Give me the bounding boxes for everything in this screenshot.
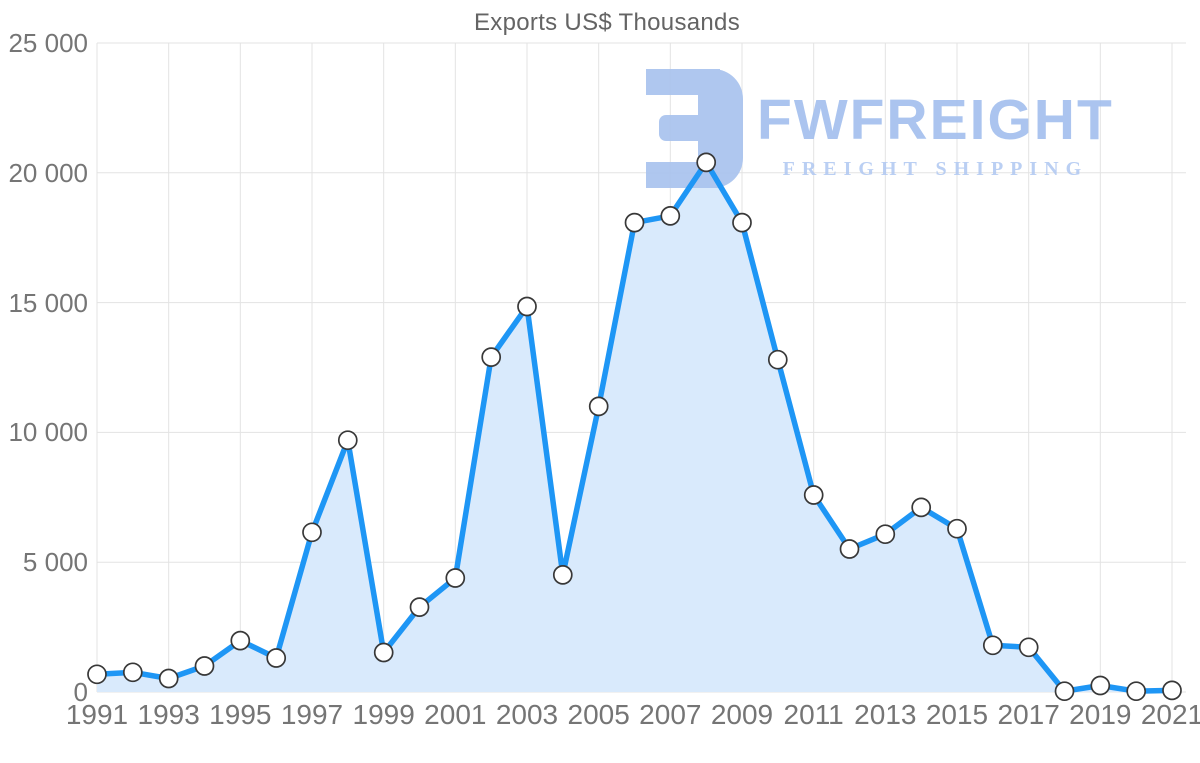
x-tick-label-2009: 2009 [710, 699, 774, 730]
data-point-1995[interactable] [230, 630, 251, 651]
data-point-2004[interactable] [552, 565, 573, 585]
y-tick-label-15000: 15 000 [8, 287, 88, 318]
data-point-1991[interactable] [87, 664, 107, 685]
data-point-2009[interactable] [732, 212, 752, 233]
y-tick-label-5000: 5 000 [22, 547, 88, 578]
data-point-2006[interactable] [624, 212, 645, 233]
data-point-1994[interactable] [194, 656, 215, 676]
x-tick-label-2007: 2007 [639, 699, 702, 730]
x-tick-label-2015: 2015 [925, 699, 989, 730]
x-tick-label-2003: 2003 [495, 699, 559, 730]
data-point-2019[interactable] [1090, 675, 1111, 696]
data-point-1998[interactable] [337, 430, 358, 451]
fwfreight-logo-icon [646, 69, 743, 188]
data-point-2002[interactable] [481, 347, 502, 367]
watermark-tagline: FREIGHT SHIPPING [782, 158, 1089, 180]
data-point-2011[interactable] [803, 485, 824, 505]
data-point-2013[interactable] [875, 524, 896, 545]
y-tick-label-10000: 10 000 [8, 417, 88, 448]
data-point-2007[interactable] [660, 206, 681, 226]
data-point-2014[interactable] [911, 497, 932, 518]
x-tick-label-1995: 1995 [209, 699, 272, 730]
watermark-text: FWFREIGHT FREIGHT SHIPPING [757, 92, 1114, 181]
x-tick-label-2001: 2001 [424, 699, 487, 730]
chart-title: Exports US$ Thousands [474, 9, 740, 36]
data-point-1996[interactable] [266, 648, 287, 668]
data-point-1999[interactable] [373, 642, 394, 663]
data-point-2020[interactable] [1126, 681, 1147, 702]
data-point-2015[interactable] [947, 518, 967, 539]
data-point-2008[interactable] [696, 152, 717, 173]
data-point-1997[interactable] [302, 522, 322, 543]
data-point-2003[interactable] [517, 296, 537, 317]
data-point-2017[interactable] [1018, 637, 1039, 658]
data-point-1993[interactable] [158, 668, 179, 689]
data-point-2001[interactable] [445, 568, 466, 588]
data-point-2018[interactable] [1054, 681, 1075, 702]
x-tick-label-2013: 2013 [854, 699, 917, 730]
data-point-2016[interactable] [982, 635, 1003, 656]
x-tick-label-2019: 2019 [1069, 699, 1132, 730]
x-tick-label-1991: 1991 [65, 699, 129, 730]
data-point-2000[interactable] [409, 597, 430, 617]
x-tick-label-2017: 2017 [997, 699, 1060, 730]
x-tick-label-1993: 1993 [137, 699, 200, 730]
x-tick-label-2021: 2021 [1140, 699, 1200, 730]
data-point-2010[interactable] [767, 349, 788, 370]
data-point-2012[interactable] [839, 539, 860, 559]
trend-line [94, 159, 1175, 694]
watermark-brand: FWFREIGHT [757, 88, 1114, 152]
y-tick-label-0: 0 [73, 677, 88, 707]
data-points [87, 152, 1182, 702]
x-tick-label-1997: 1997 [280, 699, 344, 730]
data-point-2005[interactable] [588, 396, 609, 417]
x-tick-label-2011: 2011 [783, 699, 844, 730]
y-tick-label-20000: 20 000 [8, 157, 88, 188]
y-tick-label-25000: 25 000 [8, 28, 88, 58]
x-tick-label-2005: 2005 [567, 699, 630, 730]
data-point-2021[interactable] [1162, 680, 1182, 701]
data-point-1992[interactable] [122, 662, 143, 683]
x-tick-label-1999: 1999 [352, 699, 415, 730]
